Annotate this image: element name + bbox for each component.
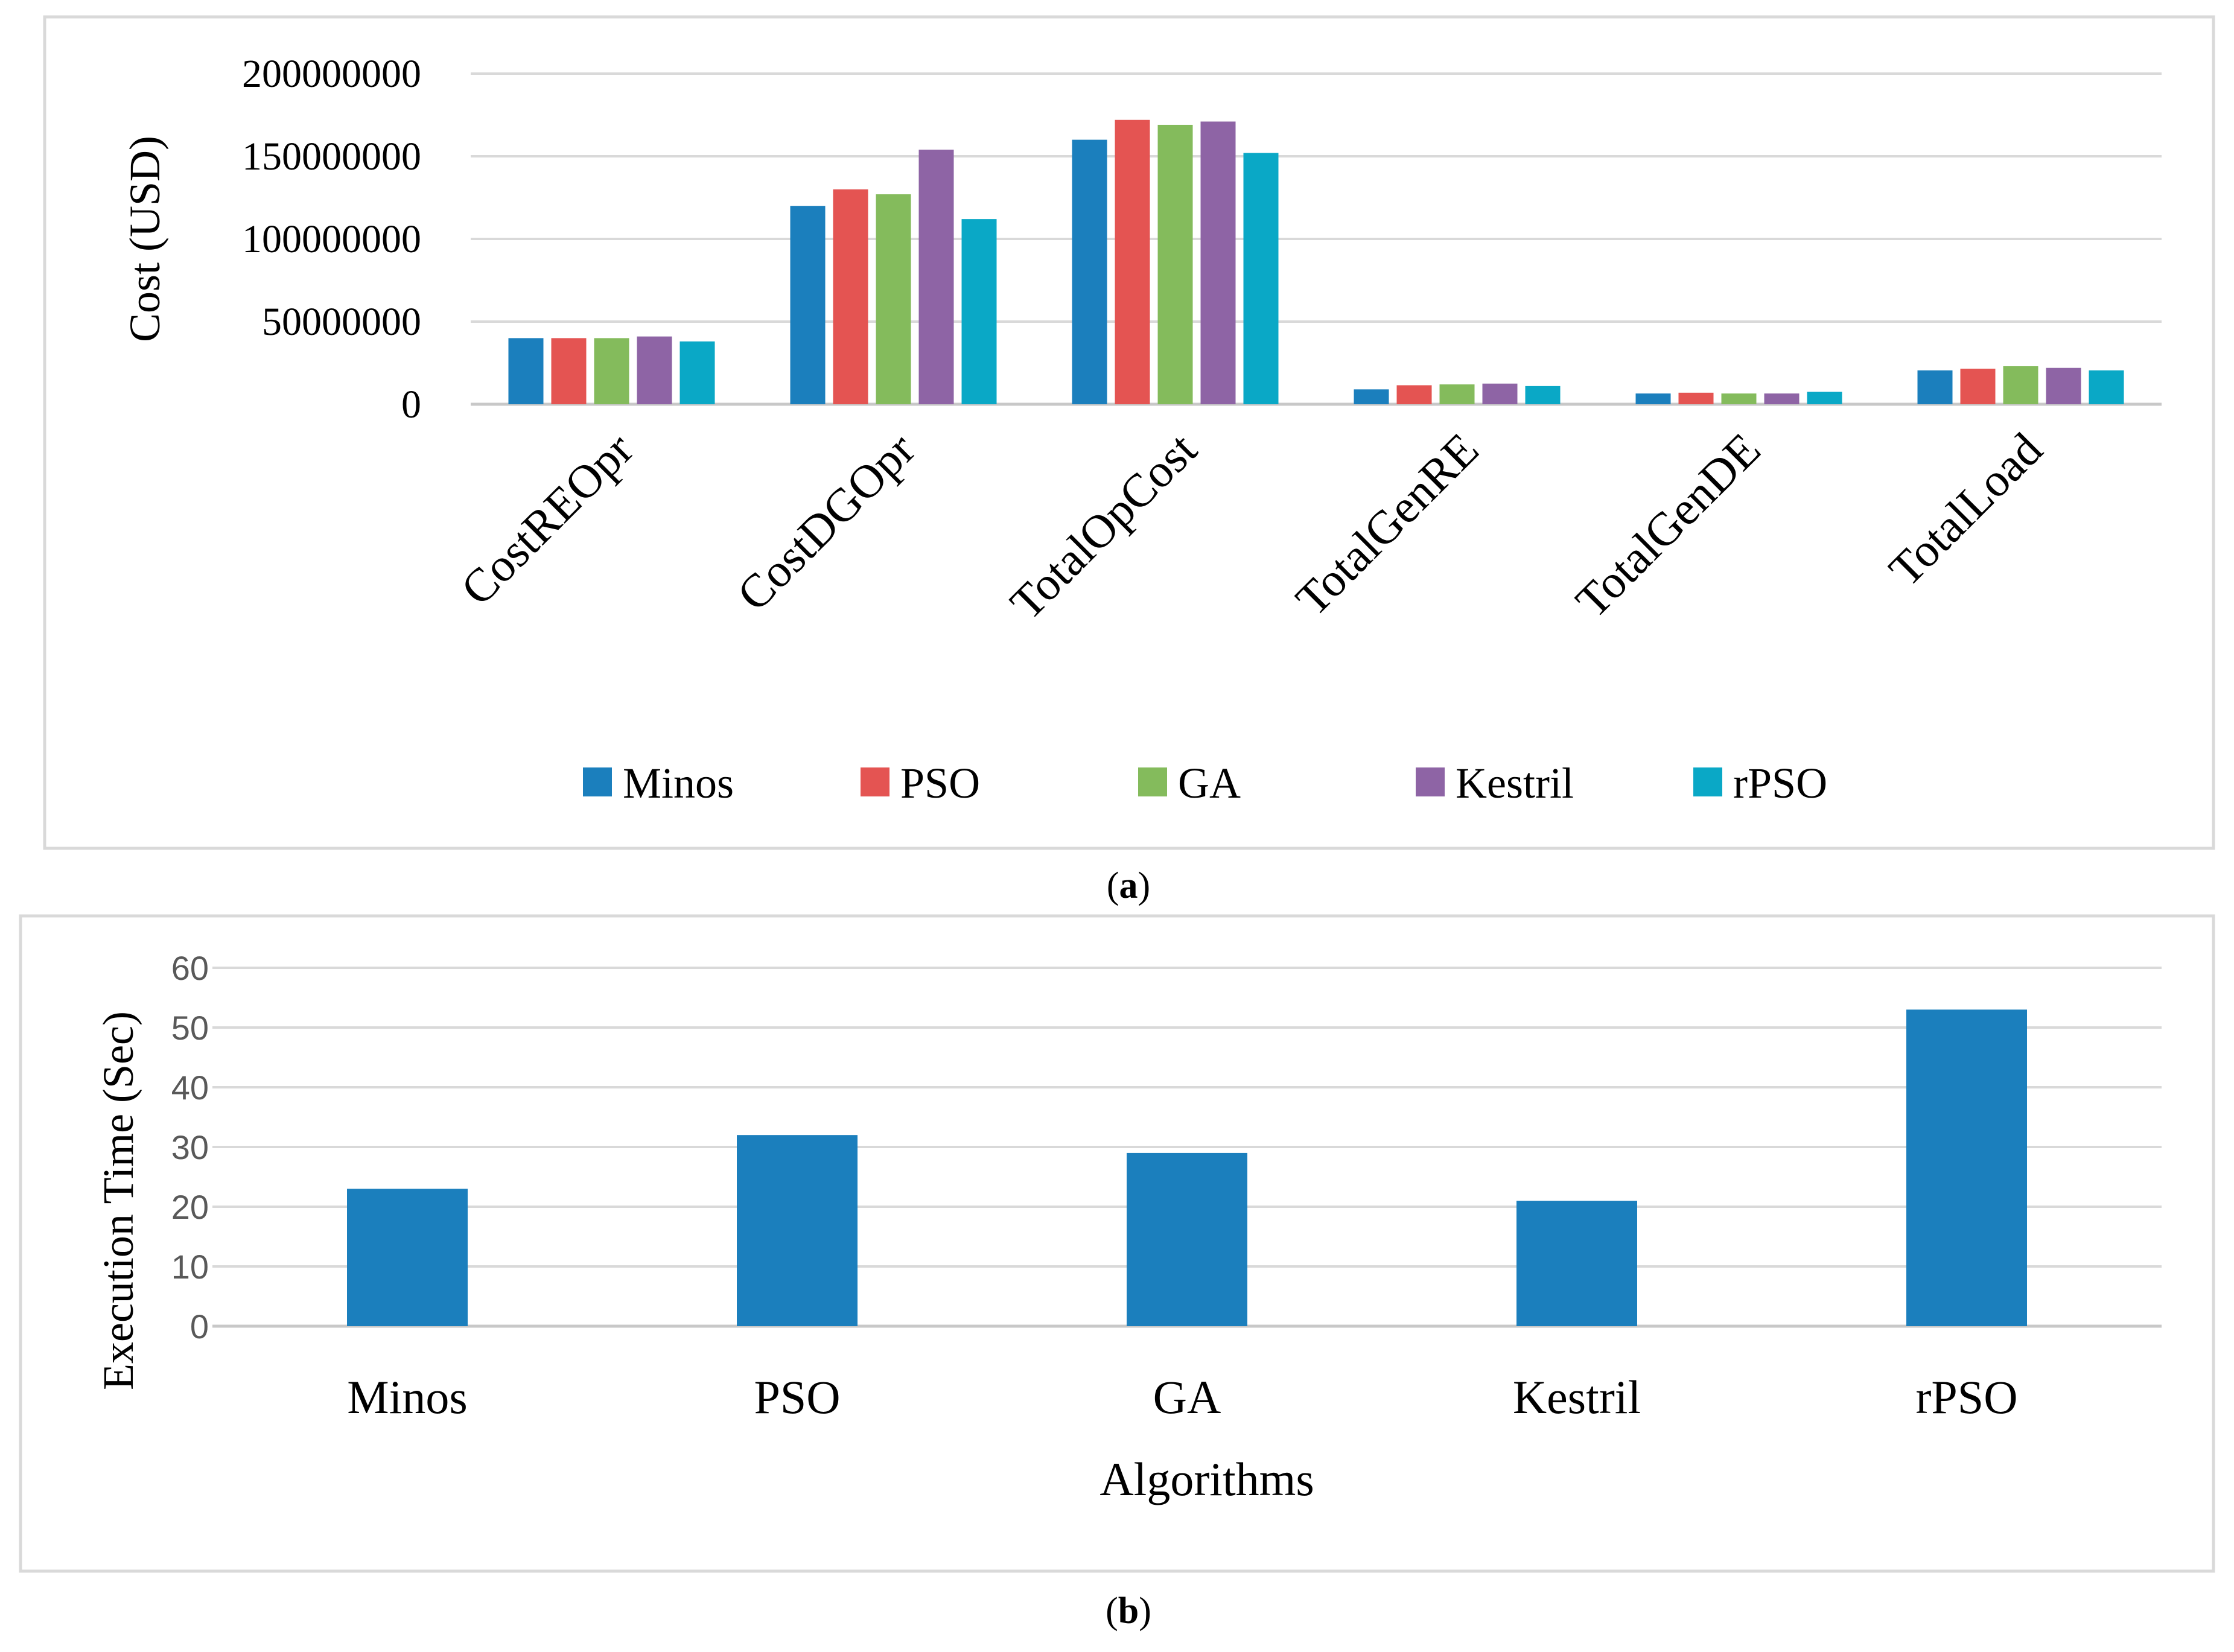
caption-b-letter: b: [1118, 1590, 1139, 1631]
y-tick-label-b: 20: [171, 1188, 209, 1226]
bar-kestril-costreopr: [637, 336, 672, 404]
x-tick-label-b: rPSO: [1915, 1371, 2017, 1423]
y-tick-label-a: 0: [401, 383, 421, 427]
bar-kestril: [1516, 1201, 1637, 1326]
bar-pso-totalopcost: [1115, 119, 1150, 404]
bar-kestril-totalgende: [1764, 393, 1800, 404]
y-tick-label-a: 200000000: [242, 52, 421, 96]
bar-ga: [1127, 1152, 1247, 1326]
bar-minos-costreopr: [508, 338, 544, 404]
bar-pso-costdgopr: [833, 189, 868, 404]
bar-rpso-totalgenre: [1525, 386, 1561, 404]
bar-ga-totalgende: [1721, 393, 1757, 404]
caption-a: (a): [1107, 865, 1150, 906]
bar-minos-costdgopr: [790, 206, 826, 404]
bar-pso-totalgenre: [1396, 385, 1432, 404]
y-axis-title-a: Cost (USD): [121, 136, 169, 342]
legend-label-ga: GA: [1178, 759, 1241, 807]
bar-ga-totalgenre: [1439, 384, 1475, 404]
bar-pso: [737, 1135, 858, 1326]
bar-ga-totalopcost: [1157, 124, 1193, 404]
legend-label-pso: PSO: [900, 759, 980, 807]
bar-rpso-totalgende: [1807, 392, 1842, 404]
bar-pso-costreopr: [551, 338, 587, 404]
bar-ga-costreopr: [594, 338, 629, 404]
bar-kestril-costdgopr: [918, 150, 954, 405]
bar-ga-costdgopr: [876, 194, 911, 404]
bar-minos-totalgende: [1635, 393, 1671, 404]
x-tick-label-b: PSO: [754, 1371, 840, 1423]
y-axis-title-b: Execution Time (Sec): [94, 1011, 142, 1390]
bar-rpso-totalload: [2089, 370, 2124, 404]
bar-rpso-totalopcost: [1243, 153, 1279, 404]
bar-minos-totalopcost: [1072, 139, 1107, 404]
caption-a-letter: a: [1119, 865, 1138, 906]
x-axis-title-b: Algorithms: [1099, 1453, 1314, 1505]
bar-kestril-totalgenre: [1482, 383, 1518, 404]
bar-rpso-costreopr: [679, 341, 715, 404]
bar-pso-totalgende: [1678, 392, 1714, 404]
bar-minos: [347, 1189, 468, 1326]
caption-b: (b): [1106, 1590, 1151, 1631]
x-tick-label-b: Minos: [347, 1371, 467, 1423]
bar-rpso-costdgopr: [961, 219, 997, 404]
bar-rpso: [1906, 1009, 2027, 1326]
legend-label-kestril: Kestril: [1456, 759, 1574, 807]
bar-ga-totalload: [2003, 366, 2038, 404]
legend-label-rpso: rPSO: [1733, 759, 1827, 807]
y-tick-label-a: 100000000: [242, 217, 421, 261]
bar-pso-totalload: [1960, 369, 1996, 404]
y-tick-label-a: 50000000: [262, 300, 421, 344]
legend-swatch-rpso: [1693, 767, 1722, 796]
bar-minos-totalgenre: [1354, 389, 1389, 404]
bar-minos-totalload: [1917, 370, 1953, 404]
legend-swatch-kestril: [1416, 767, 1445, 796]
y-tick-label-b: 40: [171, 1069, 209, 1107]
y-tick-label-b: 10: [171, 1248, 209, 1286]
bar-kestril-totalload: [2046, 367, 2081, 404]
y-tick-label-b: 30: [171, 1128, 209, 1166]
legend-label-minos: Minos: [623, 759, 734, 807]
x-tick-label-b: Kestril: [1513, 1371, 1641, 1423]
bar-kestril-totalopcost: [1200, 121, 1236, 404]
legend-swatch-minos: [583, 767, 612, 796]
x-tick-label-b: GA: [1153, 1371, 1221, 1423]
y-tick-label-b: 50: [171, 1009, 209, 1047]
y-tick-label-b: 60: [171, 949, 209, 987]
y-tick-label-a: 150000000: [242, 135, 421, 179]
execution-time-bar-chart: 0 10 20 30 40 50 60 Execution Time (Sec) Minos PS…: [94, 949, 2162, 1505]
legend-swatch-ga: [1138, 767, 1167, 796]
legend-swatch-pso: [861, 767, 889, 796]
y-tick-label-b: 0: [190, 1307, 209, 1345]
